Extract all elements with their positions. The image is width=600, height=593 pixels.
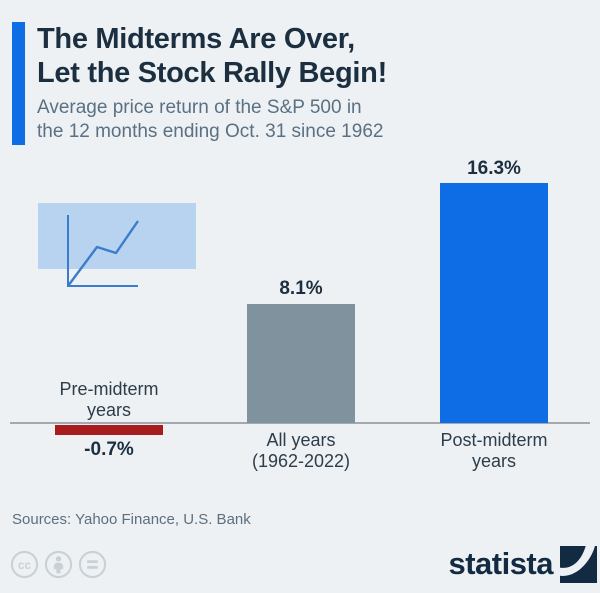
sources-text: Sources: Yahoo Finance, U.S. Bank	[12, 511, 251, 528]
equals-icon[interactable]	[78, 550, 107, 579]
subtitle-line-1: Average price return of the S&P 500 in	[37, 97, 362, 118]
statista-logo[interactable]: statista	[448, 545, 597, 583]
value-label-pre-midterm: -0.7%	[84, 439, 134, 460]
bar-pre-midterm	[55, 425, 163, 435]
cc-license-row[interactable]: cc	[10, 550, 107, 579]
statista-logo-mark	[560, 545, 597, 583]
svg-text:cc: cc	[18, 559, 31, 572]
line-chart-icon	[38, 203, 196, 287]
value-label-all-years: 8.1%	[279, 278, 323, 299]
title-line-1: The Midterms Are Over,	[37, 23, 355, 55]
category-label-post-midterm: Post-midterm years	[440, 430, 548, 471]
bar-post-midterm	[440, 183, 548, 423]
x-axis-line	[10, 422, 590, 424]
attribution-icon[interactable]	[44, 550, 73, 579]
value-label-post-midterm: 16.3%	[467, 158, 521, 179]
subtitle-line-2: the 12 months ending Oct. 31 since 1962	[37, 121, 384, 142]
chart-subtitle: Average price return of the S&P 500 in th…	[37, 96, 577, 144]
category-label-all-years: All years (1962-2022)	[251, 430, 351, 471]
category-label-pre-midterm: Pre-midterm years	[59, 379, 159, 420]
title-accent-bar	[12, 22, 25, 145]
bar-all-years	[247, 304, 355, 423]
statista-wordmark: statista	[448, 546, 553, 581]
cc-icon[interactable]: cc	[10, 550, 39, 579]
title-line-2: Let the Stock Rally Begin!	[37, 57, 387, 89]
page-title: The Midterms Are Over, Let the Stock Rall…	[37, 22, 577, 90]
